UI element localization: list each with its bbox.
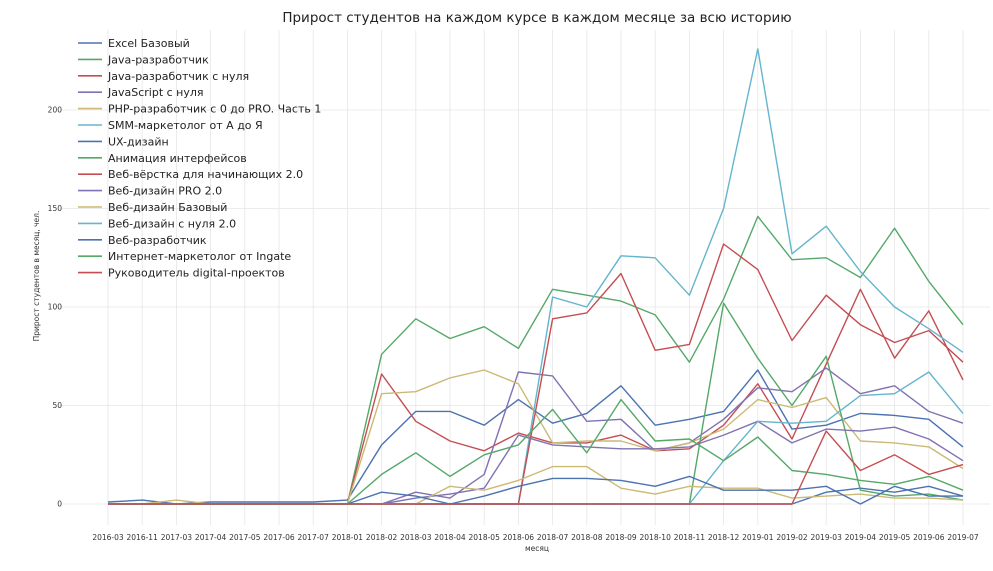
series-lines: [107, 48, 964, 505]
x-tick-labels: 2016-03 2016-11 2017-03 2017-04 2017-05 2017-…: [92, 533, 979, 542]
x-tick-label: 2019-06: [913, 533, 945, 542]
x-tick-label: 2016-03: [92, 533, 124, 542]
x-tick-label: 2017-05: [229, 533, 261, 542]
legend-label: Веб-дизайн PRO 2.0: [108, 185, 222, 198]
legend-label: Веб-дизайн Базовый: [108, 201, 227, 214]
x-axis-label: месяц: [525, 544, 549, 553]
legend-label: SMM-маркетолог от А до Я: [108, 119, 263, 132]
x-tick-label: 2018-01: [332, 533, 364, 542]
y-tick-label: 200: [48, 106, 63, 115]
x-tick-label: 2019-05: [879, 533, 911, 542]
x-tick-label: 2018-11: [674, 533, 706, 542]
legend-label: Анимация интерфейсов: [108, 152, 247, 165]
legend-label: UX-дизайн: [108, 135, 169, 148]
x-tick-label: 2018-05: [469, 533, 501, 542]
y-axis-label: Прирост студентов в месяц, чел.: [32, 211, 41, 342]
x-tick-label: 2018-09: [605, 533, 637, 542]
legend-label: Excel Базовый: [108, 37, 190, 50]
x-tick-label: 2019-01: [742, 533, 774, 542]
x-tick-label: 2018-10: [640, 533, 672, 542]
x-tick-label: 2017-04: [195, 533, 227, 542]
x-tick-label: 2019-02: [776, 533, 808, 542]
x-tick-label: 2019-04: [845, 533, 877, 542]
legend-label: Веб-вёрстка для начинающих 2.0: [108, 168, 303, 181]
x-tick-label: 2018-02: [366, 533, 398, 542]
series-line: [108, 465, 964, 505]
y-tick-label: 50: [52, 401, 62, 410]
legend-label: PHP-разработчик с 0 до PRO. Часть 1: [108, 103, 321, 116]
x-tick-label: 2018-04: [434, 533, 466, 542]
x-tick-label: 2018-03: [400, 533, 432, 542]
x-tick-label: 2016-11: [127, 533, 159, 542]
y-tick-label: 100: [48, 303, 63, 312]
x-tick-label: 2017-06: [263, 533, 295, 542]
x-tick-label: 2017-07: [298, 533, 330, 542]
chart-title: Прирост студентов на каждом курсе в кажд…: [282, 10, 791, 26]
y-tick-label: 150: [48, 204, 63, 213]
y-tick-labels: 0 50 100 150 200: [48, 106, 63, 509]
series-line: [108, 475, 963, 505]
x-tick-label: 2018-07: [537, 533, 569, 542]
x-tick-label: 2018-08: [571, 533, 603, 542]
legend-label: Java-разработчик: [107, 53, 209, 66]
series-line: [108, 430, 964, 505]
y-tick-label: 0: [57, 500, 62, 509]
legend-label: Руководитель digital-проектов: [108, 267, 285, 280]
legend: Excel Базовый Java-разработчик Java-разраб…: [78, 37, 321, 280]
x-tick-label: 2019-07: [947, 533, 979, 542]
legend-label: Интернет-маркетолог от Ingate: [108, 250, 291, 263]
legend-label: Веб-разработчик: [108, 234, 207, 247]
legend-label: Java-разработчик с нуля: [107, 70, 249, 83]
legend-label: JavaScript с нуля: [107, 86, 204, 99]
x-tick-label: 2018-12: [708, 533, 740, 542]
x-tick-label: 2019-03: [811, 533, 843, 542]
x-tick-label: 2017-03: [161, 533, 193, 542]
legend-label: Веб-дизайн с нуля 2.0: [108, 217, 236, 230]
x-tick-label: 2018-06: [503, 533, 535, 542]
